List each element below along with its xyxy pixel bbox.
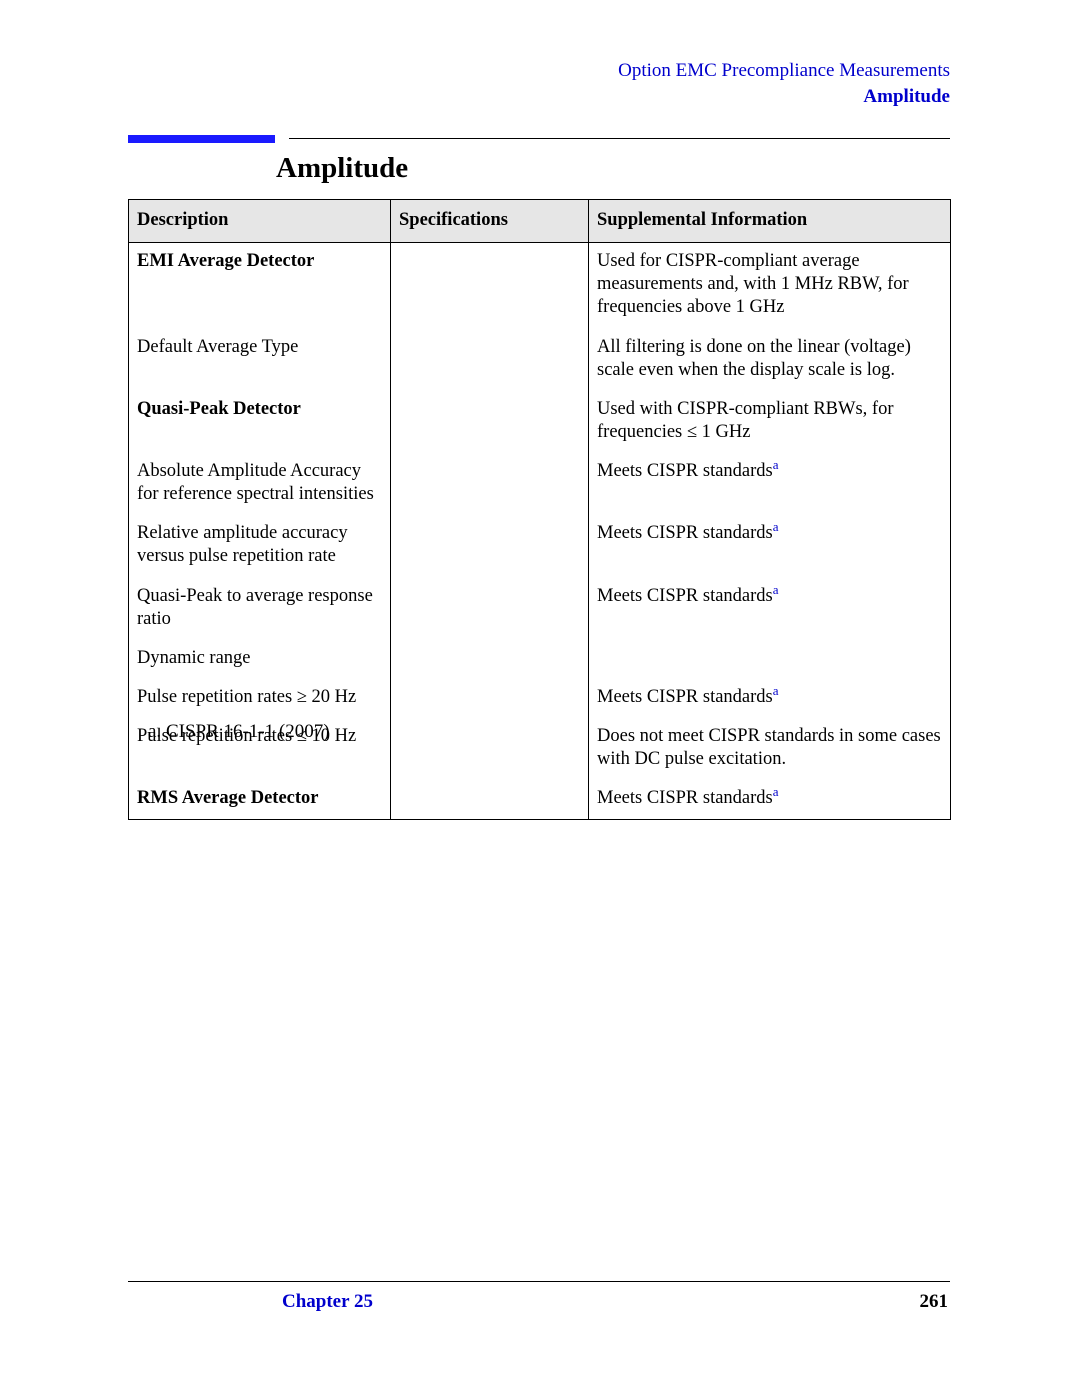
table-row: Quasi-Peak to average response ratio Meet… <box>129 578 951 640</box>
table-row: Quasi-Peak Detector Used with CISPR-compl… <box>129 391 951 453</box>
col-header-description: Description <box>129 200 391 243</box>
supplemental-text: Meets CISPR standards <box>597 687 773 707</box>
cell-specifications <box>391 780 589 820</box>
cell-supplemental: Meets CISPR standardsa <box>589 578 951 640</box>
cell-supplemental: Used with CISPR-compliant RBWs, for freq… <box>589 391 951 453</box>
cell-specifications <box>391 640 589 679</box>
footer-chapter: Chapter 25 <box>282 1291 373 1313</box>
table-header-row: Description Specifications Supplemental … <box>129 200 951 243</box>
cell-specifications <box>391 243 589 329</box>
cell-description: Quasi-Peak to average response ratio <box>129 578 391 640</box>
running-header: Option EMC Precompliance Measurements Am… <box>618 58 950 109</box>
cell-specifications <box>391 453 589 515</box>
supplemental-text: Meets CISPR standards <box>597 461 773 481</box>
table-row: RMS Average Detector Meets CISPR standard… <box>129 780 951 820</box>
cell-supplemental <box>589 640 951 679</box>
table-row: Dynamic range <box>129 640 951 679</box>
supplemental-text: All filtering is done on the linear (vol… <box>597 337 911 380</box>
cell-supplemental: Meets CISPR standardsa <box>589 679 951 718</box>
col-header-supplemental: Supplemental Information <box>589 200 951 243</box>
cell-specifications <box>391 391 589 453</box>
footer-rule <box>128 1281 950 1282</box>
header-rule <box>128 135 950 145</box>
cell-specifications <box>391 578 589 640</box>
cell-supplemental: Meets CISPR standardsa <box>589 780 951 820</box>
supplemental-text: Used with CISPR-compliant RBWs, for freq… <box>597 399 894 442</box>
footnote: a. CISPR 16-1-1 (2007) <box>148 721 330 743</box>
cell-supplemental: Meets CISPR standardsa <box>589 515 951 577</box>
footnote-ref[interactable]: a <box>773 581 779 596</box>
description-text: Pulse repetition rates ≥ 20 Hz <box>137 687 356 707</box>
cell-description: Pulse repetition rates ≥ 20 Hz <box>129 679 391 718</box>
cell-specifications <box>391 515 589 577</box>
description-text: EMI Average Detector <box>137 251 314 271</box>
table-row: Pulse repetition rates ≥ 20 Hz Meets CISP… <box>129 679 951 718</box>
cell-description: Default Average Type <box>129 329 391 391</box>
footnote-ref[interactable]: a <box>773 683 779 698</box>
footnote-ref[interactable]: a <box>773 519 779 534</box>
footnote-marker: a. <box>148 721 161 742</box>
description-text: Default Average Type <box>137 337 298 357</box>
accent-bar <box>128 135 275 143</box>
footnote-ref[interactable]: a <box>773 457 779 472</box>
cell-supplemental: Does not meet CISPR standards in some ca… <box>589 718 951 780</box>
table-row: Relative amplitude accuracy versus pulse… <box>129 515 951 577</box>
header-section-path: Option EMC Precompliance Measurements <box>618 58 950 84</box>
section-title: Amplitude <box>276 152 408 185</box>
cell-specifications <box>391 679 589 718</box>
cell-specifications <box>391 718 589 780</box>
footnote-text: CISPR 16-1-1 (2007) <box>166 721 330 742</box>
cell-description: EMI Average Detector <box>129 243 391 329</box>
supplemental-text: Meets CISPR standards <box>597 586 773 606</box>
cell-specifications <box>391 329 589 391</box>
table-row: Absolute Amplitude Accuracy for referenc… <box>129 453 951 515</box>
col-header-specifications: Specifications <box>391 200 589 243</box>
supplemental-text: Meets CISPR standards <box>597 788 773 808</box>
supplemental-text: Does not meet CISPR standards in some ca… <box>597 726 941 769</box>
cell-description: Dynamic range <box>129 640 391 679</box>
cell-description: Relative amplitude accuracy versus pulse… <box>129 515 391 577</box>
cell-supplemental: Meets CISPR standardsa <box>589 453 951 515</box>
description-text: RMS Average Detector <box>137 788 319 808</box>
table-row: Default Average Type All filtering is don… <box>129 329 951 391</box>
cell-supplemental: Used for CISPR-compliant average measure… <box>589 243 951 329</box>
footnote-ref[interactable]: a <box>773 784 779 799</box>
page-footer: Chapter 25 261 <box>128 1281 950 1311</box>
cell-supplemental: All filtering is done on the linear (vol… <box>589 329 951 391</box>
description-text: Quasi-Peak Detector <box>137 399 301 419</box>
description-text: Relative amplitude accuracy versus pulse… <box>137 523 348 566</box>
table-row: EMI Average Detector Used for CISPR-compl… <box>129 243 951 329</box>
description-text: Quasi-Peak to average response ratio <box>137 586 373 629</box>
footer-page-number: 261 <box>920 1291 949 1313</box>
cell-description: RMS Average Detector <box>129 780 391 820</box>
cell-description: Quasi-Peak Detector <box>129 391 391 453</box>
header-topic: Amplitude <box>618 84 950 110</box>
description-text: Dynamic range <box>137 648 251 668</box>
description-text: Absolute Amplitude Accuracy for referenc… <box>137 461 374 504</box>
supplemental-text: Meets CISPR standards <box>597 523 773 543</box>
thin-rule <box>289 138 950 139</box>
page: Option EMC Precompliance Measurements Am… <box>0 0 1080 1397</box>
cell-description: Absolute Amplitude Accuracy for referenc… <box>129 453 391 515</box>
supplemental-text: Used for CISPR-compliant average measure… <box>597 251 909 317</box>
